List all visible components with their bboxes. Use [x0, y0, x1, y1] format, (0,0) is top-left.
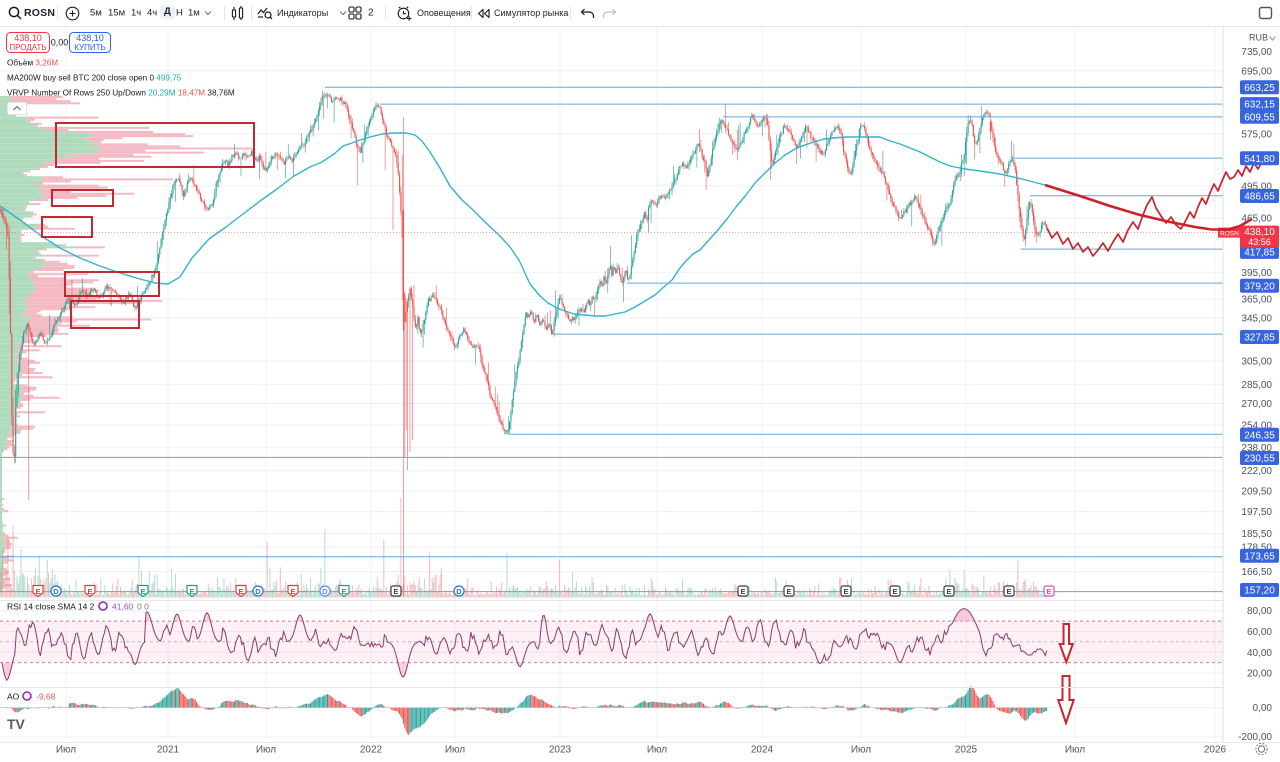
- svg-text:246,35: 246,35: [1244, 430, 1275, 441]
- svg-text:D: D: [255, 587, 261, 596]
- svg-text:E: E: [946, 587, 951, 596]
- svg-text:E: E: [341, 587, 346, 596]
- svg-text:Июл: Июл: [56, 745, 76, 756]
- svg-text:Июл: Июл: [647, 745, 667, 756]
- svg-text:20,00: 20,00: [1247, 669, 1272, 680]
- svg-text:RSI 14 close SMA 14 2: RSI 14 close SMA 14 2: [7, 602, 95, 612]
- svg-text:VRVP Number Of Rows 250 Up/Dow: VRVP Number Of Rows 250 Up/Down 20,29М 1…: [7, 89, 235, 98]
- svg-text:417,85: 417,85: [1244, 248, 1275, 259]
- svg-text:E: E: [892, 587, 897, 596]
- svg-text:60,00: 60,00: [1247, 627, 1272, 638]
- svg-text:КУПИТЬ: КУПИТЬ: [74, 43, 105, 52]
- svg-text:173,65: 173,65: [1244, 551, 1275, 562]
- svg-text:E: E: [238, 587, 243, 596]
- svg-text:197,50: 197,50: [1241, 507, 1272, 518]
- svg-text:D: D: [53, 587, 59, 596]
- svg-text:541,80: 541,80: [1244, 154, 1275, 165]
- svg-text:RUB: RUB: [1249, 33, 1268, 43]
- svg-text:0,00: 0,00: [51, 38, 69, 48]
- svg-text:80,00: 80,00: [1247, 606, 1272, 617]
- svg-text:TV: TV: [7, 716, 26, 732]
- svg-text:Объём 3,26М: Объём 3,26М: [7, 59, 58, 68]
- svg-text:ROSN: ROSN: [1220, 230, 1239, 237]
- svg-text:2026: 2026: [1204, 745, 1227, 756]
- svg-text:365,00: 365,00: [1241, 295, 1272, 306]
- svg-text:Июл: Июл: [256, 745, 276, 756]
- svg-text:Июл: Июл: [851, 745, 871, 756]
- svg-text:E: E: [189, 587, 194, 596]
- svg-text:E: E: [35, 587, 40, 596]
- svg-text:663,25: 663,25: [1244, 83, 1275, 94]
- svg-text:438,10: 438,10: [1244, 227, 1275, 238]
- svg-text:632,15: 632,15: [1244, 100, 1275, 111]
- svg-text:379,20: 379,20: [1244, 281, 1275, 292]
- svg-text:E: E: [843, 587, 848, 596]
- svg-text:E: E: [290, 587, 295, 596]
- svg-text:43:56: 43:56: [1248, 237, 1271, 247]
- svg-text:E: E: [393, 587, 398, 596]
- svg-text:270,00: 270,00: [1241, 399, 1272, 410]
- svg-text:MA200W buy sell BTC 200 close: MA200W buy sell BTC 200 close open 0 499…: [7, 74, 182, 83]
- svg-text:-200,00: -200,00: [1238, 732, 1272, 743]
- svg-text:735,00: 735,00: [1241, 47, 1272, 58]
- svg-text:2022: 2022: [360, 745, 383, 756]
- svg-text:2025: 2025: [955, 745, 978, 756]
- svg-text:0 0: 0 0: [137, 602, 149, 612]
- svg-text:41,60: 41,60: [112, 602, 134, 612]
- svg-text:2023: 2023: [549, 745, 572, 756]
- svg-text:185,50: 185,50: [1241, 529, 1272, 540]
- svg-text:209,50: 209,50: [1241, 487, 1272, 498]
- svg-text:166,50: 166,50: [1241, 567, 1272, 578]
- svg-text:2024: 2024: [751, 745, 774, 756]
- svg-text:AO: AO: [7, 692, 20, 702]
- svg-text:285,00: 285,00: [1241, 380, 1272, 391]
- svg-text:E: E: [786, 587, 791, 596]
- svg-text:575,00: 575,00: [1241, 129, 1272, 140]
- svg-text:Июл: Июл: [1065, 745, 1085, 756]
- svg-text:ПРОДАТЬ: ПРОДАТЬ: [9, 43, 46, 52]
- svg-text:E: E: [140, 587, 145, 596]
- svg-text:157,20: 157,20: [1244, 586, 1275, 597]
- svg-text:-9,68: -9,68: [36, 692, 56, 702]
- svg-text:230,55: 230,55: [1244, 454, 1275, 465]
- svg-text:465,00: 465,00: [1241, 214, 1272, 225]
- svg-text:486,65: 486,65: [1244, 192, 1275, 203]
- svg-text:305,00: 305,00: [1241, 356, 1272, 367]
- svg-text:0,00: 0,00: [1253, 703, 1273, 714]
- svg-text:438,10: 438,10: [76, 33, 104, 43]
- svg-text:395,00: 395,00: [1241, 268, 1272, 279]
- svg-text:Июл: Июл: [445, 745, 465, 756]
- svg-text:E: E: [87, 587, 92, 596]
- svg-text:327,85: 327,85: [1244, 333, 1275, 344]
- svg-text:238,00: 238,00: [1241, 443, 1272, 454]
- svg-text:E: E: [1006, 587, 1011, 596]
- svg-text:254,00: 254,00: [1241, 420, 1272, 431]
- svg-text:D: D: [322, 587, 328, 596]
- svg-text:178,50: 178,50: [1241, 543, 1272, 554]
- svg-text:609,55: 609,55: [1244, 112, 1275, 123]
- svg-text:345,00: 345,00: [1241, 313, 1272, 324]
- svg-text:40,00: 40,00: [1247, 648, 1272, 659]
- svg-text:2021: 2021: [157, 745, 180, 756]
- svg-text:E: E: [1046, 587, 1051, 596]
- svg-text:438,10: 438,10: [14, 33, 42, 43]
- svg-text:E: E: [740, 587, 745, 596]
- svg-text:695,00: 695,00: [1241, 66, 1272, 77]
- svg-text:D: D: [456, 587, 462, 596]
- svg-text:495,00: 495,00: [1241, 181, 1272, 192]
- svg-text:222,00: 222,00: [1241, 466, 1272, 477]
